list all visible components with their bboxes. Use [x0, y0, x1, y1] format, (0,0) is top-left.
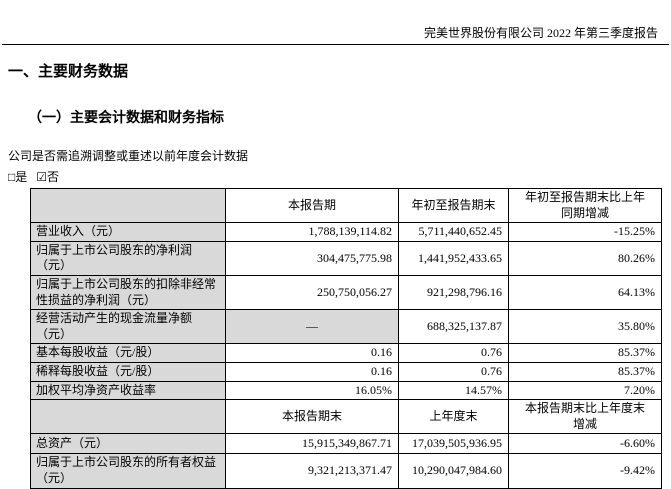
row-label: 经营活动产生的现金流量净额 （元）	[30, 309, 226, 345]
cell-current: 304,475,775.98	[225, 240, 399, 276]
table-header-row-period-end: 本报告期末 上年度末 本报告期末比上年度末 增减	[30, 399, 662, 435]
cell-current: 16.05%	[225, 380, 399, 401]
cell-current: 250,750,056.27	[225, 274, 399, 311]
table-row-net-profit: 归属于上市公司股东的净利润 （元） 304,475,775.98 1,441,9…	[30, 240, 662, 276]
cell-change: 35.80%	[508, 309, 662, 345]
checkbox-no: ☑否	[36, 170, 60, 184]
column-header-end-change: 本报告期末比上年度末 增减	[508, 399, 662, 435]
row-label: 归属于上市公司股东的扣除非经常 性损益的净利润（元）	[30, 274, 226, 311]
row-label: 归属于上市公司股东的净利润 （元）	[30, 240, 226, 276]
column-header-period-end: 本报告期末	[225, 399, 399, 435]
cell-change: 80.26%	[508, 240, 662, 276]
cell-prev: 10,290,047,984.60	[398, 453, 509, 489]
cell-current: 0.16	[225, 361, 399, 382]
cell-ytd: 0.76	[398, 343, 509, 363]
financial-indicators-table: 本报告期 年初至报告期末 年初至报告期末比上年 同期增减 营业收入（元） 1,7…	[30, 187, 662, 489]
cell-ytd: 5,711,440,652.45	[398, 222, 509, 242]
table-row-revenue: 营业收入（元） 1,788,139,114.82 5,711,440,652.4…	[30, 222, 662, 242]
cell-ytd: 921,298,796.16	[398, 274, 509, 311]
table-row-weighted-avg-roe: 加权平均净资产收益率 16.05% 14.57% 7.20%	[30, 380, 662, 401]
cell-change: 85.37%	[508, 361, 662, 382]
subsection-heading: （一）主要会计数据和财务指标	[28, 111, 224, 126]
column-header-current-period: 本报告期	[225, 187, 399, 224]
cell-ytd: 0.76	[398, 361, 509, 382]
cell-change: 7.20%	[508, 380, 662, 401]
table-row-basic-eps: 基本每股收益（元/股） 0.16 0.76 85.37%	[30, 343, 662, 363]
cell-change: -15.25%	[508, 222, 662, 242]
section-heading: 一、主要财务数据	[8, 64, 129, 80]
cell-prev: 17,039,505,936.95	[398, 433, 509, 455]
column-header-ytd: 年初至报告期末	[398, 187, 509, 224]
restatement-question: 公司是否需追溯调整或重述以前年度会计数据	[8, 149, 249, 163]
row-label: 营业收入（元）	[30, 222, 226, 242]
cell-change: 64.13%	[508, 274, 662, 311]
cell-current-dash: —	[225, 309, 399, 345]
header-divider	[2, 44, 669, 45]
cell-ytd: 688,325,137.87	[398, 309, 509, 345]
cell-change: -9.42%	[508, 453, 662, 489]
table-row-diluted-eps: 稀释每股收益（元/股） 0.16 0.76 85.37%	[30, 361, 662, 382]
corner-cell	[30, 187, 226, 224]
cell-current: 0.16	[225, 343, 399, 363]
cell-current: 15,915,349,867.71	[225, 433, 399, 455]
row-label: 总资产（元）	[30, 433, 226, 455]
row-label: 归属于上市公司股东的所有者权益 （元）	[30, 453, 226, 489]
row-label: 基本每股收益（元/股）	[30, 343, 226, 363]
corner-cell	[30, 399, 226, 435]
cell-change: 85.37%	[508, 343, 662, 363]
cell-ytd: 14.57%	[398, 380, 509, 401]
column-header-prev-year-end: 上年度末	[398, 399, 509, 435]
restatement-answer: □是 ☑否	[8, 168, 65, 185]
table-row-operating-cash-flow: 经营活动产生的现金流量净额 （元） — 688,325,137.87 35.80…	[30, 309, 662, 345]
cell-current: 1,788,139,114.82	[225, 222, 399, 242]
row-label: 稀释每股收益（元/股）	[30, 361, 226, 382]
column-header-ytd-change: 年初至报告期末比上年 同期增减	[508, 187, 662, 224]
report-title: 完美世界股份有限公司 2022 年第三季度报告	[423, 26, 658, 40]
row-label: 加权平均净资产收益率	[30, 380, 226, 401]
table-row-total-assets: 总资产（元） 15,915,349,867.71 17,039,505,936.…	[30, 433, 662, 455]
table-row-net-profit-excl-nonrecurring: 归属于上市公司股东的扣除非经常 性损益的净利润（元） 250,750,056.2…	[30, 274, 662, 311]
cell-current: 9,321,213,371.47	[225, 453, 399, 489]
table-row-owners-equity: 归属于上市公司股东的所有者权益 （元） 9,321,213,371.47 10,…	[30, 453, 662, 489]
checkbox-yes: □是	[8, 170, 28, 184]
cell-change: -6.60%	[508, 433, 662, 455]
cell-ytd: 1,441,952,433.65	[398, 240, 509, 276]
table-header-row-period: 本报告期 年初至报告期末 年初至报告期末比上年 同期增减	[30, 187, 662, 224]
